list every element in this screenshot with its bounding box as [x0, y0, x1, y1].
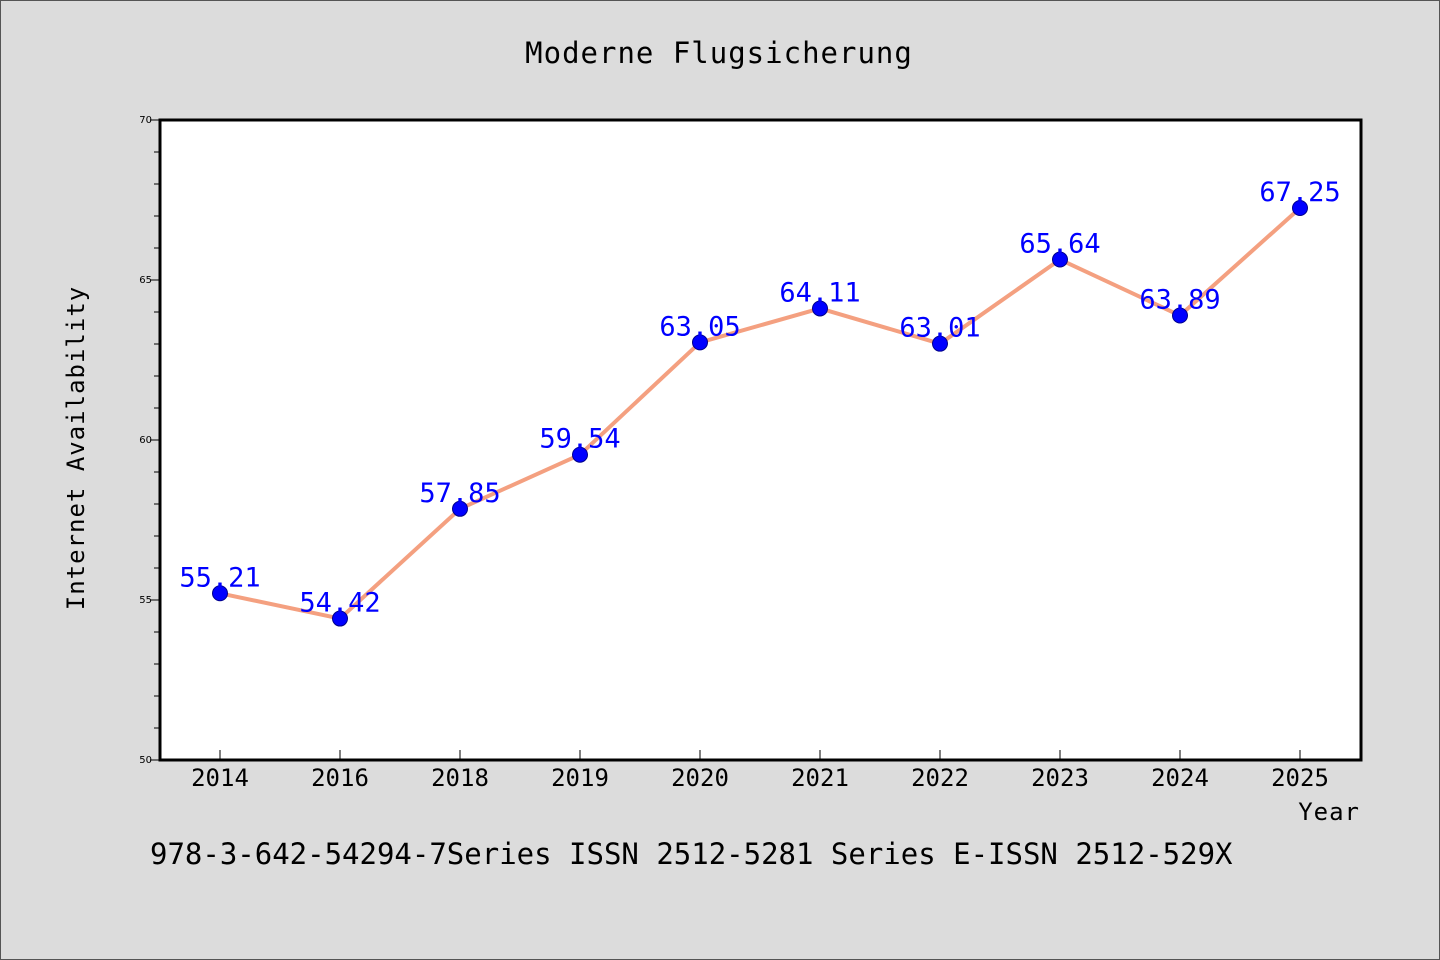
data-point [932, 335, 948, 352]
data-point [1052, 251, 1068, 268]
chart-title: Moderne Flugsicherung [525, 36, 913, 70]
data-label: 63.01 [899, 313, 980, 344]
data-point [1292, 200, 1308, 216]
y-axis: 50 55 60 65 70 [139, 115, 160, 766]
x-tick-label: 2020 [671, 764, 729, 792]
data-point [812, 300, 828, 317]
data-point [452, 500, 468, 517]
x-tick-label: 2021 [791, 764, 849, 792]
x-tick-label: 2023 [1031, 764, 1089, 792]
data-point [572, 446, 588, 463]
x-tick-label: 2018 [431, 764, 489, 792]
y-tick-label: 55 [139, 595, 152, 606]
footnote-isbn: 978-3-642-54294-7Series ISSN 2512-5281 S… [150, 837, 1233, 871]
data-label: 57.85 [419, 478, 500, 509]
x-tick-label: 2019 [551, 764, 609, 792]
x-axis-label: Year [1298, 798, 1360, 826]
data-point [692, 334, 708, 351]
data-label: 64.11 [779, 277, 860, 308]
x-tick-label: 2016 [311, 764, 369, 792]
data-label: 63.05 [659, 311, 740, 342]
x-tick-label: 2024 [1151, 764, 1209, 792]
data-label: 65.64 [1019, 229, 1100, 260]
series-line [219, 206, 1302, 621]
data-labels: 55.21 54.42 57.85 59.54 63.05 64.11 63.01 65.64… [179, 177, 1340, 619]
x-axis: 2014 2016 2018 2019 2020 2021 2022 2023 2024 2025 [191, 750, 1329, 792]
data-label: 59.54 [539, 424, 620, 455]
data-label: 55.21 [179, 562, 260, 593]
y-axis-label: Internet Availability [62, 286, 90, 610]
x-tick-label: 2025 [1271, 764, 1329, 792]
data-point [332, 610, 348, 627]
data-label: 63.89 [1139, 285, 1220, 316]
x-tick-label: 2022 [911, 764, 969, 792]
x-tick-label: 2014 [191, 764, 249, 792]
y-tick-label: 65 [139, 275, 152, 286]
series-markers [212, 200, 1308, 627]
y-tick-label: 70 [139, 115, 152, 126]
plot-area [158, 118, 1363, 762]
data-point [212, 585, 228, 602]
y-tick-label: 60 [139, 435, 152, 446]
data-point [1172, 307, 1188, 324]
y-tick-label: 50 [139, 755, 152, 766]
data-label: 54.42 [299, 588, 380, 619]
data-label: 67.25 [1259, 177, 1340, 208]
